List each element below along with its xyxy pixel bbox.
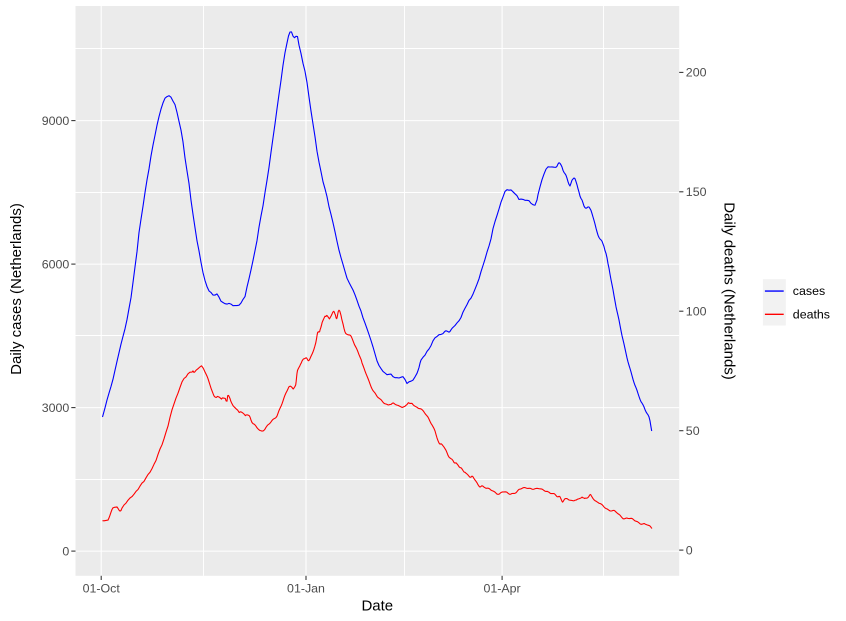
svg-text:01-Oct: 01-Oct — [83, 582, 121, 596]
svg-text:Daily cases (Netherlands): Daily cases (Netherlands) — [8, 203, 25, 375]
svg-text:3000: 3000 — [42, 401, 70, 415]
svg-text:50: 50 — [686, 424, 700, 438]
svg-text:cases: cases — [793, 284, 825, 298]
svg-text:200: 200 — [686, 66, 707, 80]
svg-text:150: 150 — [686, 185, 707, 199]
svg-text:Daily deaths (Netherlands): Daily deaths (Netherlands) — [721, 202, 738, 380]
svg-text:01-Jan: 01-Jan — [287, 582, 325, 596]
svg-text:01-Apr: 01-Apr — [483, 582, 520, 596]
svg-text:9000: 9000 — [42, 114, 70, 128]
svg-text:Date: Date — [361, 598, 393, 615]
svg-text:deaths: deaths — [793, 307, 830, 321]
svg-text:6000: 6000 — [42, 257, 70, 271]
svg-text:100: 100 — [686, 304, 707, 318]
svg-text:0: 0 — [686, 543, 693, 557]
svg-text:0: 0 — [62, 544, 69, 558]
